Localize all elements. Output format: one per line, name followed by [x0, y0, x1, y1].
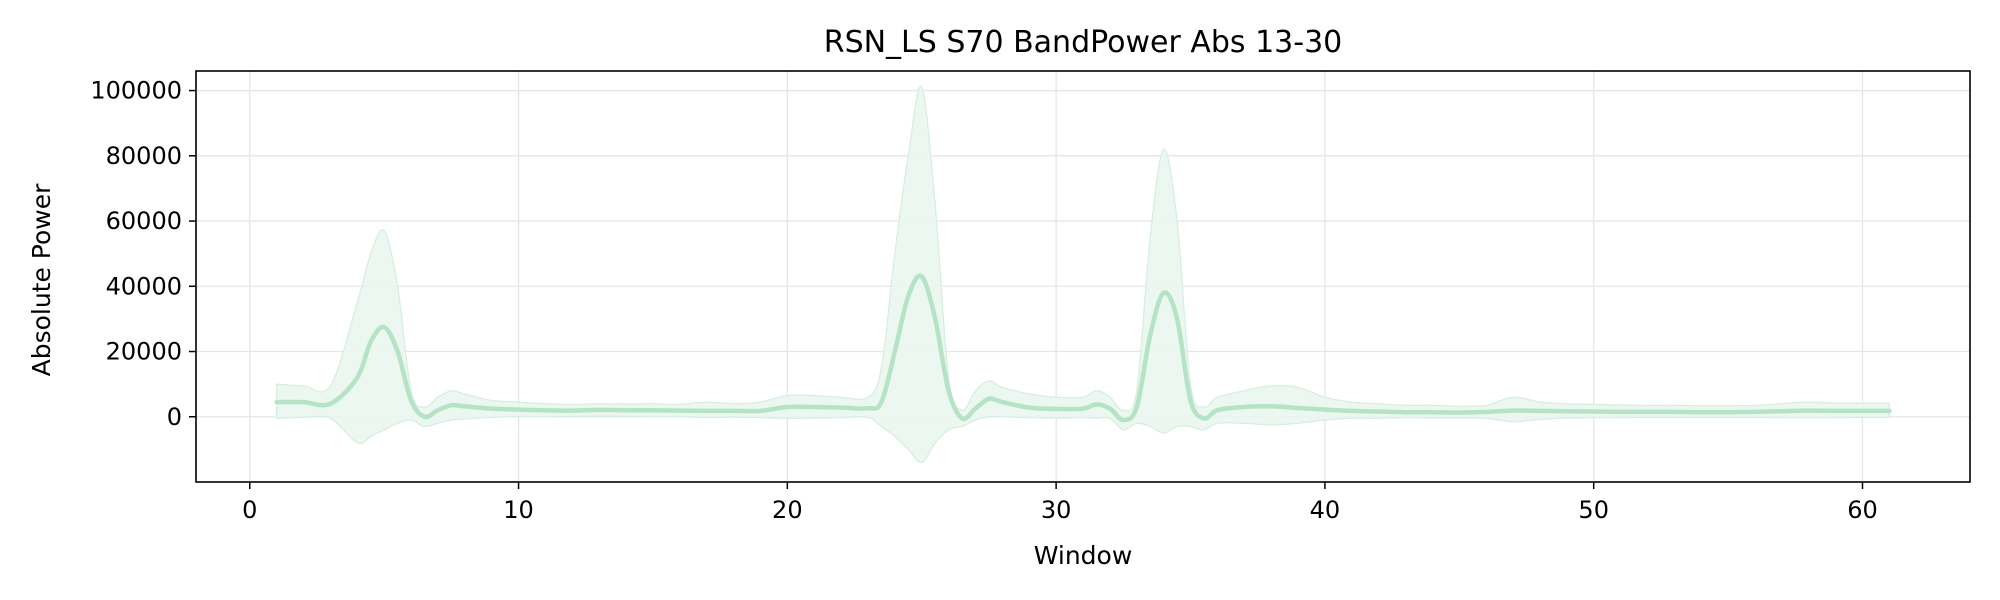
x-axis: 0 10 20 30 40 50 60 — [242, 482, 1878, 524]
y-tick-label: 100000 — [90, 77, 182, 105]
y-tick-label: 60000 — [106, 207, 182, 235]
x-tick-label: 20 — [772, 496, 803, 524]
y-axis: 0 20000 40000 60000 80000 100000 — [90, 77, 196, 431]
y-tick-label: 40000 — [106, 272, 182, 300]
x-tick-label: 40 — [1310, 496, 1341, 524]
x-tick-label: 60 — [1847, 496, 1878, 524]
x-tick-label: 30 — [1041, 496, 1072, 524]
mean-line — [274, 273, 1892, 423]
y-axis-label: Absolute Power — [27, 183, 56, 377]
y-tick-label: 20000 — [106, 338, 182, 366]
plot-frame — [195, 70, 1971, 483]
x-tick-label: 0 — [242, 496, 257, 524]
x-tick-label: 50 — [1578, 496, 1609, 524]
x-tick-label: 10 — [503, 496, 534, 524]
y-tick-label: 80000 — [106, 142, 182, 170]
grid — [196, 71, 1970, 482]
chart-title: RSN_LS S70 BandPower Abs 13-30 — [824, 25, 1343, 60]
range-band — [276, 85, 1890, 464]
y-tick-label: 0 — [167, 403, 182, 431]
x-axis-label: Window — [1034, 541, 1133, 570]
